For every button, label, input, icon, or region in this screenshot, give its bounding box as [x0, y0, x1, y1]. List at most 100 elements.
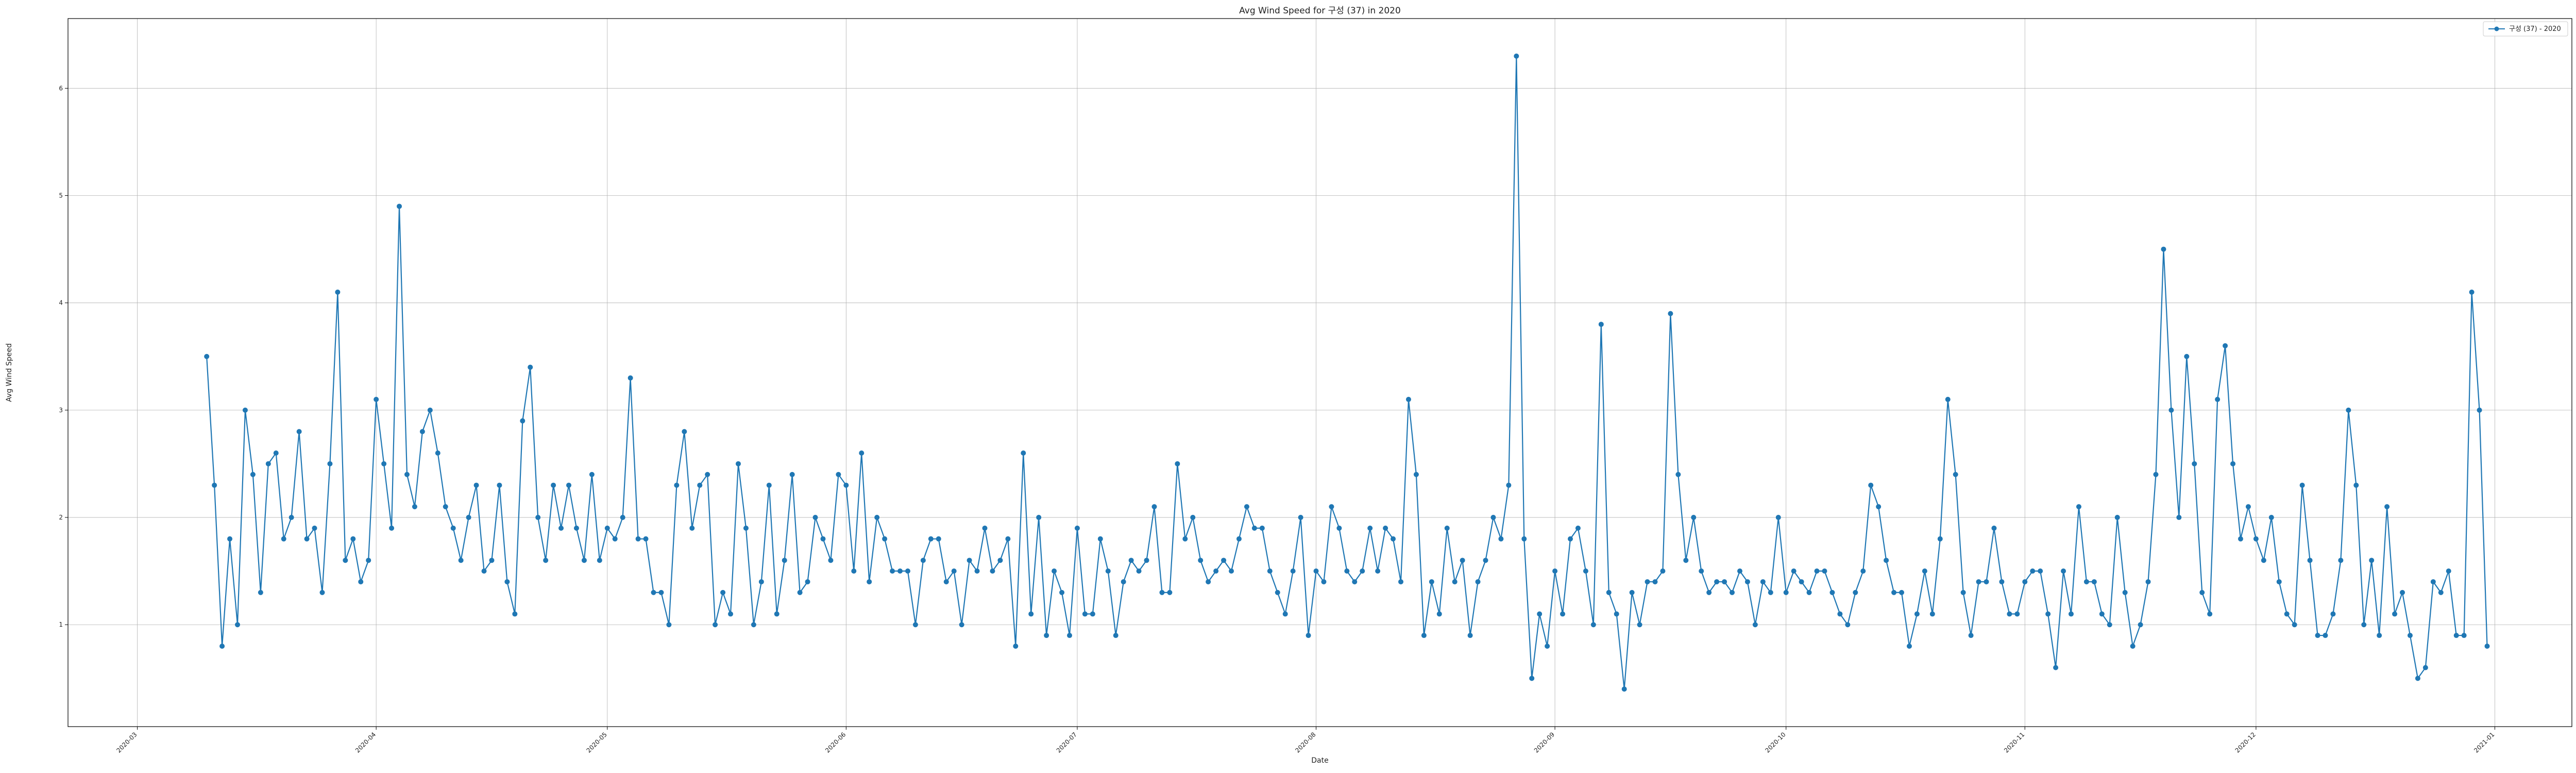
grid-lines [68, 19, 2572, 727]
data-point [1136, 568, 1142, 574]
data-point [1128, 558, 1134, 563]
data-point [520, 418, 526, 424]
data-point [797, 590, 803, 595]
data-point [1452, 579, 1458, 584]
data-point [1190, 515, 1196, 520]
data-point [528, 364, 533, 370]
data-point [1321, 579, 1327, 584]
data-point [604, 525, 610, 531]
data-point [2261, 558, 2266, 563]
data-point [2168, 407, 2174, 413]
data-point [2477, 407, 2482, 413]
data-point [2199, 590, 2205, 595]
data-point [928, 536, 934, 542]
data-point [1675, 472, 1681, 477]
data-point [1991, 525, 1997, 531]
data-point [851, 568, 857, 574]
data-point [743, 525, 749, 531]
data-point [905, 568, 910, 574]
data-point [2176, 515, 2182, 520]
data-point [805, 579, 810, 584]
data-point [1052, 568, 1057, 574]
data-point [1044, 633, 1049, 638]
data-point [2145, 579, 2151, 584]
data-point [1074, 525, 1080, 531]
data-point [234, 622, 240, 628]
data-point [219, 643, 225, 649]
data-point [2138, 622, 2143, 628]
data-point [1506, 482, 1512, 488]
data-point [1960, 590, 1966, 595]
data-point [1645, 579, 1650, 584]
data-point [1360, 568, 1365, 574]
data-point [1706, 590, 1712, 595]
data-point [1853, 590, 1858, 595]
data-point [2069, 611, 2074, 617]
data-point [1899, 590, 1905, 595]
data-point [1514, 53, 1519, 59]
data-point [882, 536, 888, 542]
data-point [2022, 579, 2028, 584]
data-point [1606, 590, 1612, 595]
data-point [620, 515, 625, 520]
data-point [1629, 590, 1635, 595]
data-point [1730, 590, 1735, 595]
data-point [1590, 622, 1596, 628]
data-point [1159, 590, 1165, 595]
data-point [897, 568, 903, 574]
legend-box [2483, 21, 2568, 37]
data-point [1560, 611, 1566, 617]
data-point [419, 429, 425, 434]
data-point [689, 525, 695, 531]
data-point [2422, 665, 2428, 670]
data-point [758, 579, 764, 584]
data-point [643, 536, 649, 542]
data-point [296, 429, 302, 434]
data-point [304, 536, 310, 542]
data-point [812, 515, 818, 520]
data-point [1244, 504, 1249, 510]
data-point [1198, 558, 1204, 563]
data-point [2338, 558, 2344, 563]
data-point [1799, 579, 1804, 584]
data-point [2299, 482, 2305, 488]
data-point [1968, 633, 1974, 638]
data-point [1937, 536, 1943, 542]
y-tick-label: 1 [59, 621, 63, 628]
data-point [751, 622, 756, 628]
data-point [404, 472, 410, 477]
chart-title: Avg Wind Speed for 구성 (37) in 2020 [1239, 6, 1401, 16]
data-point [1306, 633, 1311, 638]
data-point [735, 461, 741, 466]
data-point [959, 622, 964, 628]
data-point [1837, 611, 1843, 617]
data-point [242, 407, 248, 413]
data-point [1067, 633, 1072, 638]
y-tick-label: 5 [59, 192, 63, 199]
data-point [335, 289, 341, 295]
data-point [389, 525, 395, 531]
data-point [782, 558, 787, 563]
data-point [890, 568, 895, 574]
data-point [1329, 504, 1334, 510]
data-point [343, 558, 348, 563]
data-point [250, 472, 256, 477]
data-series [204, 53, 2490, 692]
data-point [920, 558, 926, 563]
data-point [2315, 633, 2320, 638]
data-point [1976, 579, 1981, 584]
data-point [573, 525, 579, 531]
data-point [1537, 611, 1543, 617]
data-point [2438, 590, 2444, 595]
data-point [2061, 568, 2066, 574]
data-point [766, 482, 772, 488]
data-point [2415, 676, 2420, 681]
data-point [512, 611, 518, 617]
data-point [1999, 579, 2005, 584]
data-point [912, 622, 918, 628]
data-point [682, 429, 687, 434]
data-point [1929, 611, 1935, 617]
data-point [2238, 536, 2243, 542]
